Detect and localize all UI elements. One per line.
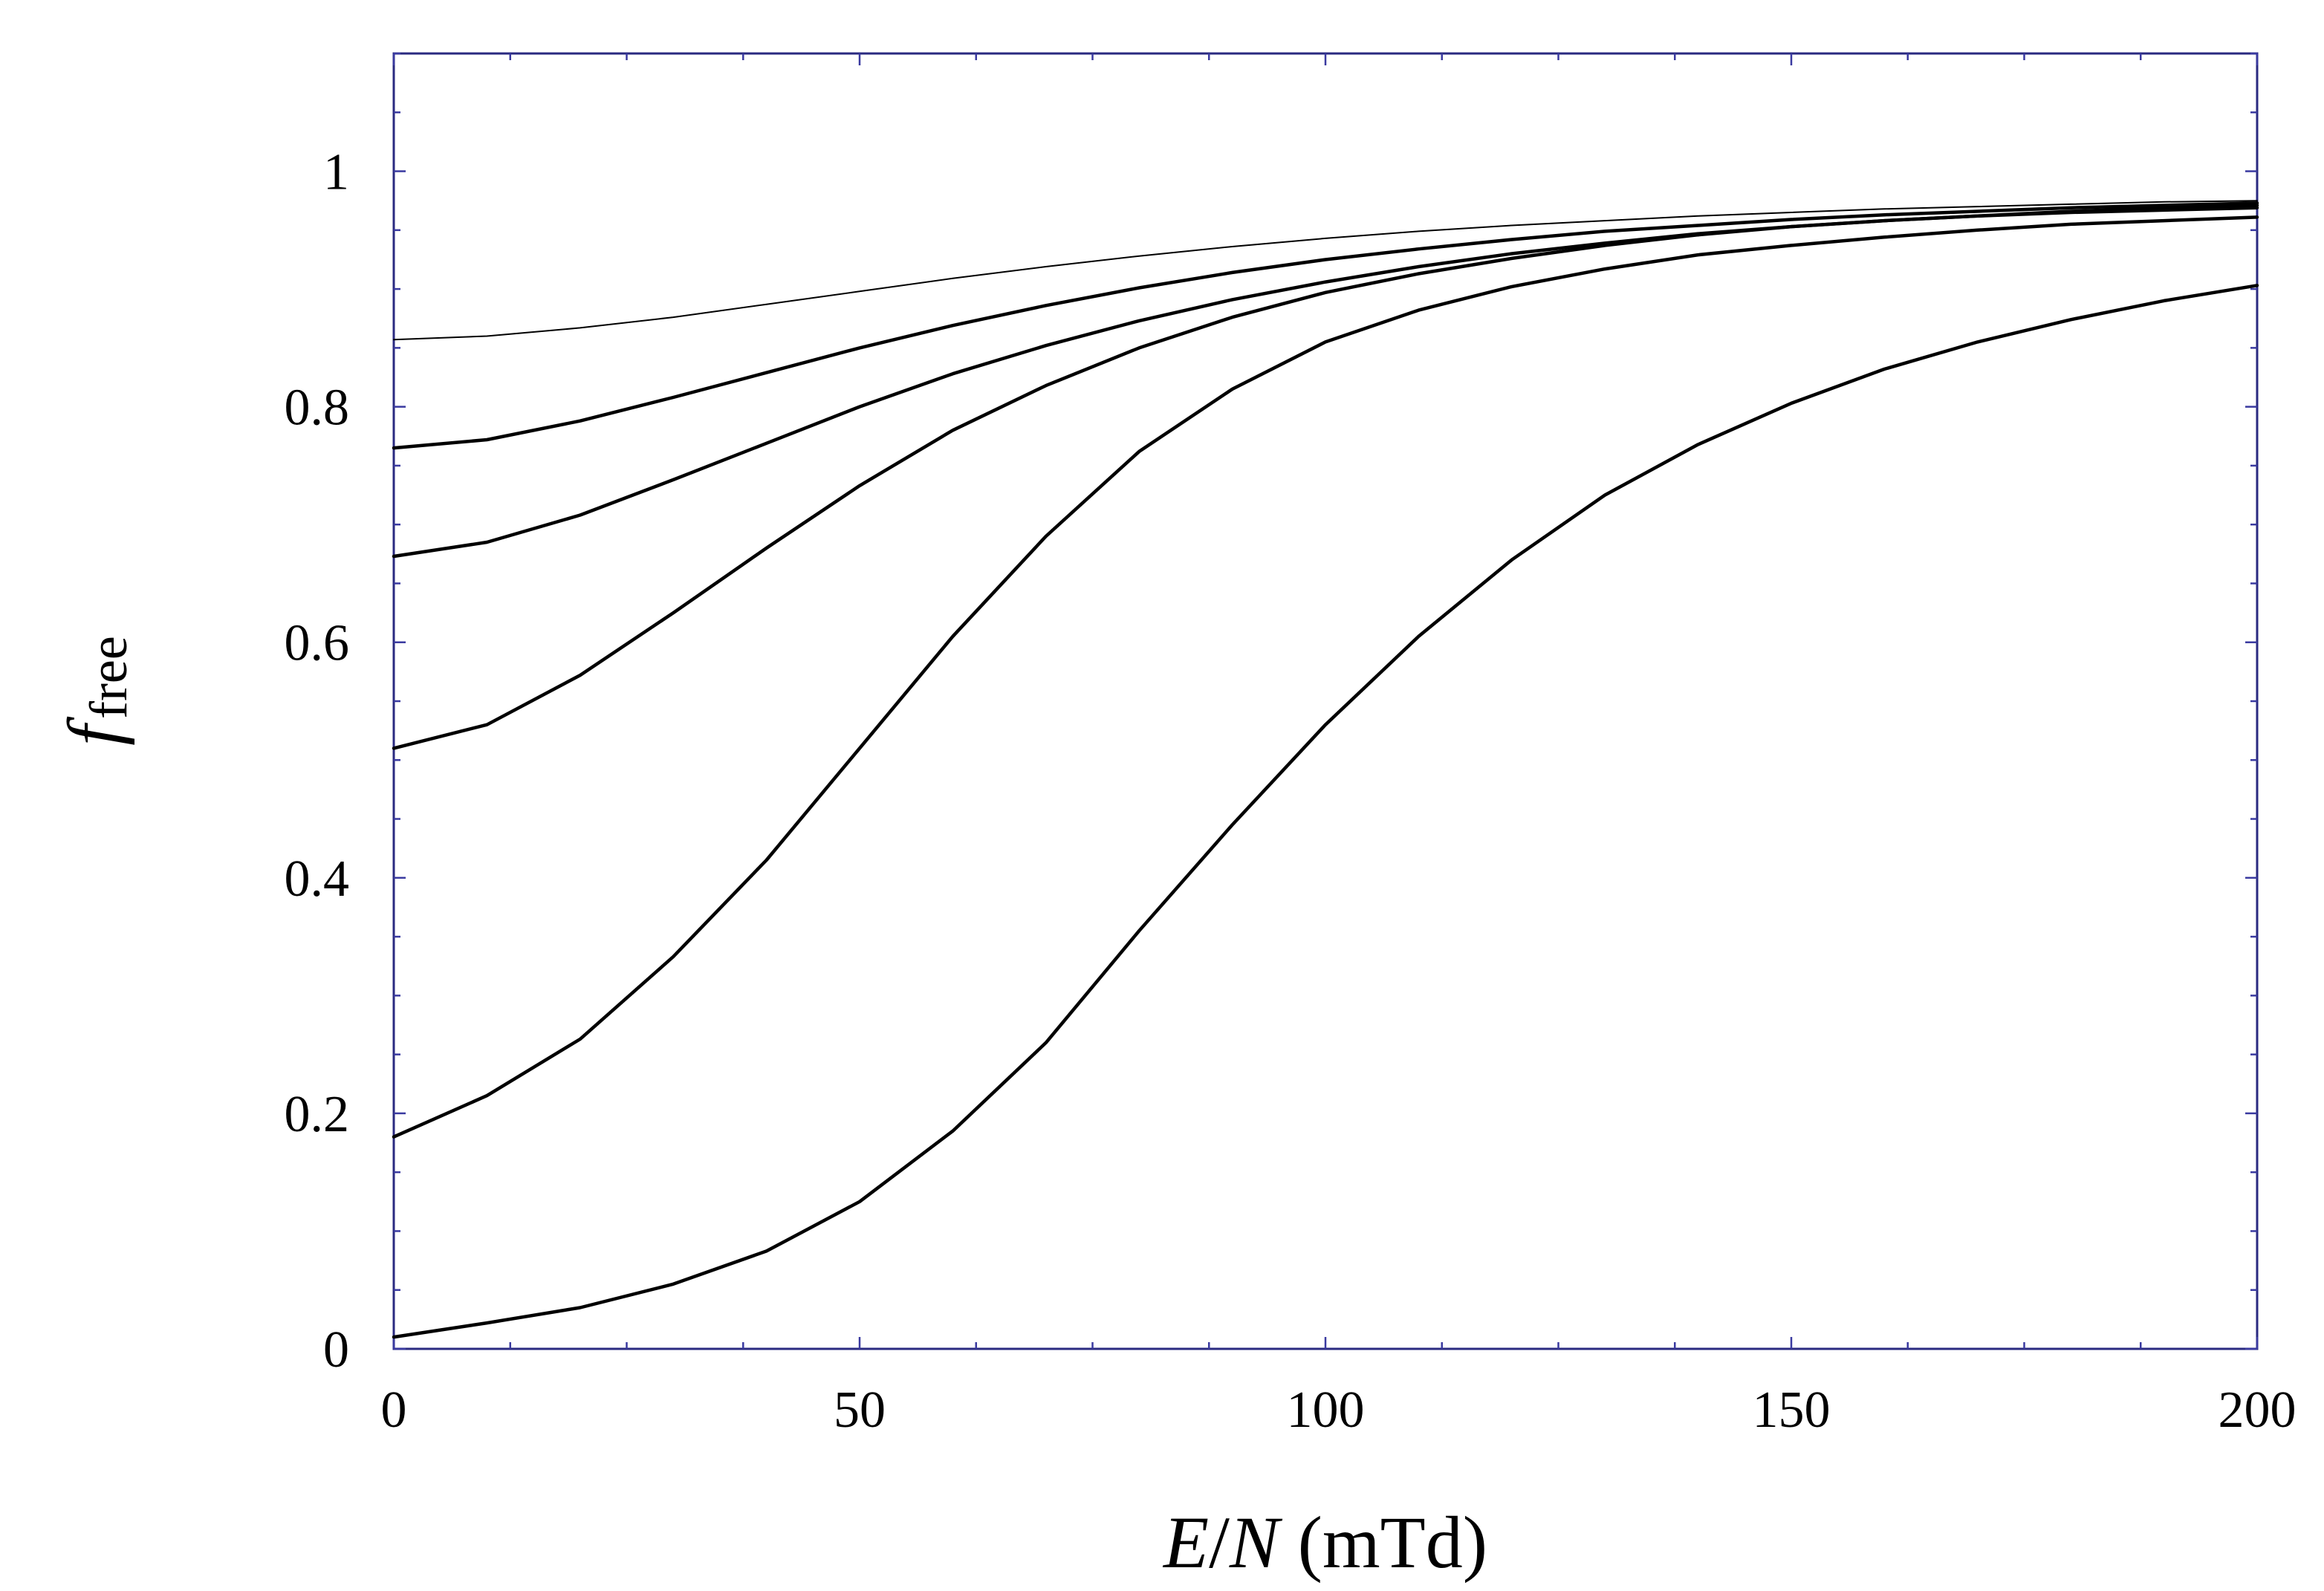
y-tick-label: 0 [323,1321,349,1379]
plot-frame [392,52,2259,1350]
axis-ticks [392,52,2259,1350]
tick-labels: 0 50 100 150 200 0 0.2 0.4 0.6 0.8 1 [285,144,2297,1439]
x-tick-label: 150 [1753,1382,1831,1439]
x-tick-label: 0 [381,1382,407,1439]
series-line-2 [392,201,2259,450]
y-tick-label: 0.6 [285,615,350,672]
y-tick-label: 0.2 [285,1086,350,1143]
series-line-4 [392,206,2259,750]
x-tick-label: 100 [1287,1382,1365,1439]
x-tick-label: 50 [834,1382,886,1439]
y-tick-label: 1 [323,144,349,201]
y-tick-label: 0.4 [285,850,350,908]
series-line-5 [392,215,2259,1139]
x-axis-title: E/N (mTd) [1162,1501,1487,1584]
series-line-1 [393,200,2258,341]
series-line-6 [392,284,2259,1339]
y-axis-title: ffree [53,636,138,746]
x-tick-label: 200 [2218,1382,2297,1439]
series-lines [392,200,2259,1339]
y-tick-label: 0.8 [285,380,350,437]
